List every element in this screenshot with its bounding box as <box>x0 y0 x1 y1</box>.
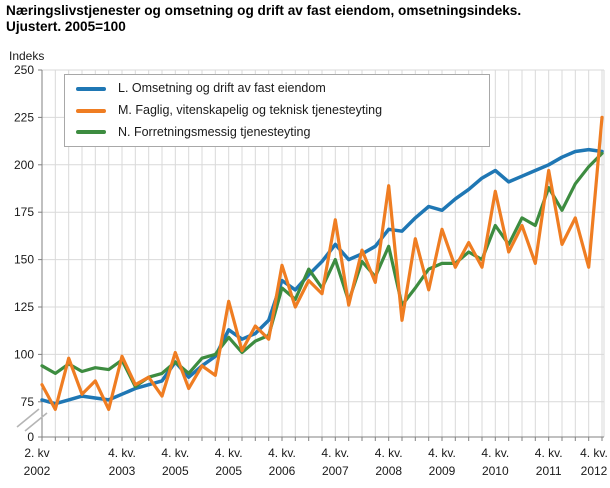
x-tick-label-quarter: 4. kv. <box>481 446 509 460</box>
x-tick-label-year: 2006 <box>269 464 296 478</box>
x-tick-label-year: 2012 <box>581 464 608 478</box>
chart-title-line1: Næringslivstjenester og omsetning og dri… <box>6 3 522 18</box>
x-tick-label-year: 2009 <box>429 464 456 478</box>
legend-label-L: L. Omsetning og drift av fast eiendom <box>118 81 326 95</box>
x-tick-label-quarter: 4. kv. <box>535 446 563 460</box>
x-tick-label-year: 2007 <box>322 464 349 478</box>
x-tick-label-year: 2011 <box>536 464 562 478</box>
legend-label-N: N. Forretningsmessig tjenesteyting <box>118 124 311 139</box>
x-tick-label-quarter: 4. kv. <box>321 446 349 460</box>
series-line-M <box>40 115 604 411</box>
x-tick-label-quarter: 4. kv. <box>215 446 243 460</box>
x-tick-label-quarter: 4. kv. <box>375 446 403 460</box>
legend-line-swatch-L <box>76 86 106 91</box>
y-tick-label: 75 <box>21 395 35 409</box>
y-tick-label: 225 <box>14 110 34 124</box>
y-tick-label: 250 <box>14 63 34 77</box>
legend-label-M: M. Faglig, vitenskapelig og teknisk tjen… <box>118 102 383 117</box>
chart-title: Næringslivstjenester og omsetning og dri… <box>6 3 521 36</box>
legend-line-swatch-M <box>76 108 106 113</box>
x-tick-label-year: 2003 <box>109 464 136 478</box>
x-tick-label-year: 2002 <box>24 464 51 478</box>
axis-break-mark <box>24 412 48 432</box>
legend-box: L. Omsetning og drift av fast eiendom M. … <box>64 74 490 148</box>
y-axis-unit-label: Indeks <box>9 49 45 63</box>
x-tick-label-year: 2008 <box>375 464 402 478</box>
y-tick-label: 125 <box>14 300 34 314</box>
legend-item-L[interactable]: L. Omsetning og drift av fast eiendom <box>76 81 479 96</box>
y-tick-label: 200 <box>14 158 34 172</box>
axis-break-mark <box>16 408 40 428</box>
x-tick-label-quarter: 4. kv. <box>268 446 296 460</box>
y-tick-label: 175 <box>14 205 34 219</box>
y-tick-label: 100 <box>14 347 34 361</box>
y-tick-label: 150 <box>14 253 34 267</box>
x-tick-label-year: 2005 <box>215 464 242 478</box>
series-line-L <box>40 147 604 406</box>
legend-item-N[interactable]: N. Forretningsmessig tjenesteyting <box>76 124 479 140</box>
x-tick-label-quarter: 4. kv. <box>580 446 608 460</box>
legend-item-M[interactable]: M. Faglig, vitenskapelig og teknisk tjen… <box>76 102 479 118</box>
legend-line-swatch-N <box>76 130 106 135</box>
x-tick-label-quarter: 2. kv <box>24 446 49 460</box>
x-tick-label-quarter: 4. kv. <box>108 446 136 460</box>
x-tick-label-quarter: 4. kv. <box>428 446 456 460</box>
x-tick-label-year: 2010 <box>482 464 509 478</box>
x-tick-label-quarter: 4. kv. <box>161 446 189 460</box>
chart-title-line2: Ujustert. 2005=100 <box>6 19 126 35</box>
x-tick-label-year: 2005 <box>162 464 189 478</box>
y-tick-label: 0 <box>27 430 34 444</box>
